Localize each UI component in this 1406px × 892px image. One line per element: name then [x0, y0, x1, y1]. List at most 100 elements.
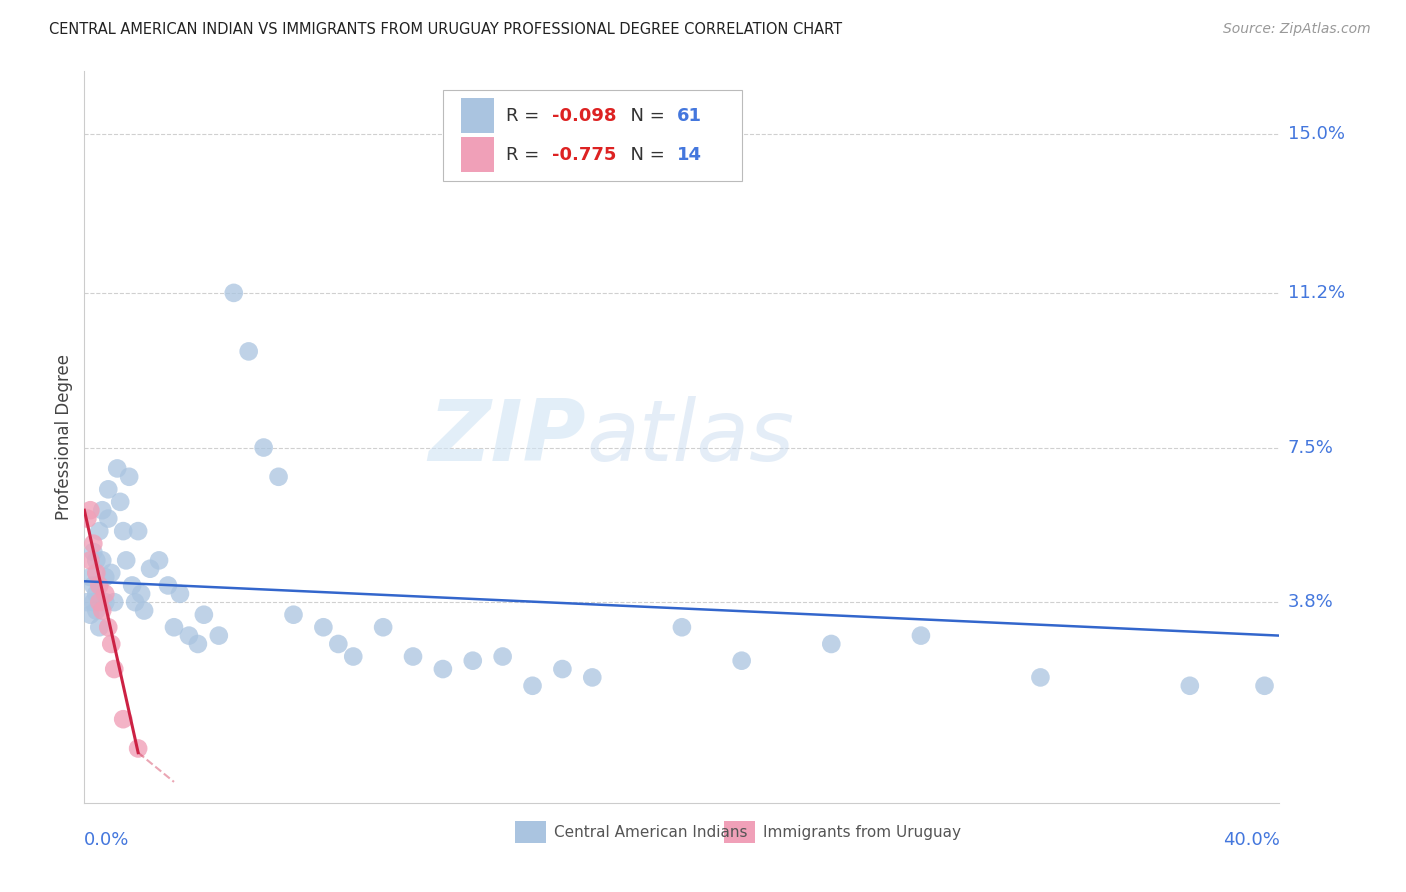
Point: [148, 553, 170, 567]
Point: [94, 595, 117, 609]
Point: [671, 620, 693, 634]
Text: N =: N =: [619, 145, 671, 163]
Text: R =: R =: [506, 145, 546, 163]
Point: [97, 620, 120, 634]
Point: [238, 344, 260, 359]
Point: [103, 595, 125, 609]
Point: [177, 629, 200, 643]
Point: [1253, 679, 1275, 693]
Point: [312, 620, 335, 634]
Point: [115, 553, 138, 567]
Point: [103, 662, 125, 676]
Text: Immigrants from Uruguay: Immigrants from Uruguay: [763, 824, 962, 839]
Point: [1029, 670, 1052, 684]
Point: [402, 649, 425, 664]
Point: [193, 607, 215, 622]
Point: [100, 566, 122, 580]
Point: [79, 553, 101, 567]
FancyBboxPatch shape: [443, 90, 742, 181]
FancyBboxPatch shape: [461, 137, 495, 172]
Point: [76, 595, 98, 609]
Point: [91, 603, 114, 617]
Text: 14: 14: [678, 145, 702, 163]
Point: [328, 637, 350, 651]
Point: [208, 629, 231, 643]
Text: CENTRAL AMERICAN INDIAN VS IMMIGRANTS FROM URUGUAY PROFESSIONAL DEGREE CORRELATI: CENTRAL AMERICAN INDIAN VS IMMIGRANTS FR…: [49, 22, 842, 37]
Text: 11.2%: 11.2%: [1288, 284, 1346, 301]
Point: [267, 470, 290, 484]
Text: Central American Indians: Central American Indians: [554, 824, 748, 839]
Point: [820, 637, 842, 651]
Text: 0.0%: 0.0%: [84, 830, 129, 848]
Text: ZIP: ZIP: [429, 395, 586, 479]
Point: [222, 285, 245, 300]
Point: [112, 712, 135, 726]
Text: 40.0%: 40.0%: [1223, 830, 1279, 848]
Point: [432, 662, 454, 676]
Point: [157, 578, 180, 592]
Point: [373, 620, 395, 634]
Point: [127, 524, 149, 538]
Point: [86, 553, 108, 567]
Point: [79, 503, 101, 517]
Point: [112, 524, 135, 538]
Point: [100, 637, 122, 651]
Text: -0.098: -0.098: [551, 107, 616, 125]
Point: [82, 536, 104, 550]
Text: -0.775: -0.775: [551, 145, 616, 163]
FancyBboxPatch shape: [461, 98, 495, 134]
Point: [342, 649, 364, 664]
Text: N =: N =: [619, 107, 671, 125]
Point: [1178, 679, 1201, 693]
Point: [82, 595, 104, 609]
Point: [121, 578, 143, 592]
Point: [253, 441, 276, 455]
Point: [139, 562, 162, 576]
Point: [129, 587, 152, 601]
Text: Source: ZipAtlas.com: Source: ZipAtlas.com: [1223, 22, 1371, 37]
Point: [492, 649, 515, 664]
Point: [110, 495, 132, 509]
Point: [86, 587, 108, 601]
Text: 61: 61: [678, 107, 702, 125]
Point: [86, 566, 108, 580]
Point: [91, 503, 114, 517]
Text: R =: R =: [506, 107, 546, 125]
Text: 15.0%: 15.0%: [1288, 125, 1344, 143]
Point: [169, 587, 191, 601]
Text: atlas: atlas: [586, 395, 794, 479]
Point: [86, 603, 108, 617]
Point: [127, 741, 149, 756]
Point: [82, 545, 104, 559]
Point: [187, 637, 209, 651]
Point: [97, 483, 120, 497]
Point: [91, 553, 114, 567]
Point: [132, 603, 156, 617]
Point: [82, 578, 104, 592]
Point: [79, 607, 101, 622]
Point: [76, 511, 98, 525]
Point: [283, 607, 305, 622]
Point: [89, 595, 111, 609]
Point: [89, 620, 111, 634]
Point: [94, 570, 117, 584]
Point: [97, 511, 120, 525]
Point: [89, 578, 111, 592]
Point: [522, 679, 544, 693]
Point: [94, 587, 117, 601]
FancyBboxPatch shape: [724, 821, 755, 843]
Y-axis label: Professional Degree: Professional Degree: [55, 354, 73, 520]
Point: [551, 662, 574, 676]
Point: [79, 570, 101, 584]
Point: [124, 595, 146, 609]
Text: 7.5%: 7.5%: [1288, 439, 1334, 457]
Text: 3.8%: 3.8%: [1288, 593, 1333, 611]
Point: [118, 470, 141, 484]
Point: [163, 620, 186, 634]
Point: [461, 654, 484, 668]
Point: [105, 461, 128, 475]
Point: [89, 524, 111, 538]
FancyBboxPatch shape: [515, 821, 546, 843]
Point: [731, 654, 754, 668]
Point: [910, 629, 932, 643]
